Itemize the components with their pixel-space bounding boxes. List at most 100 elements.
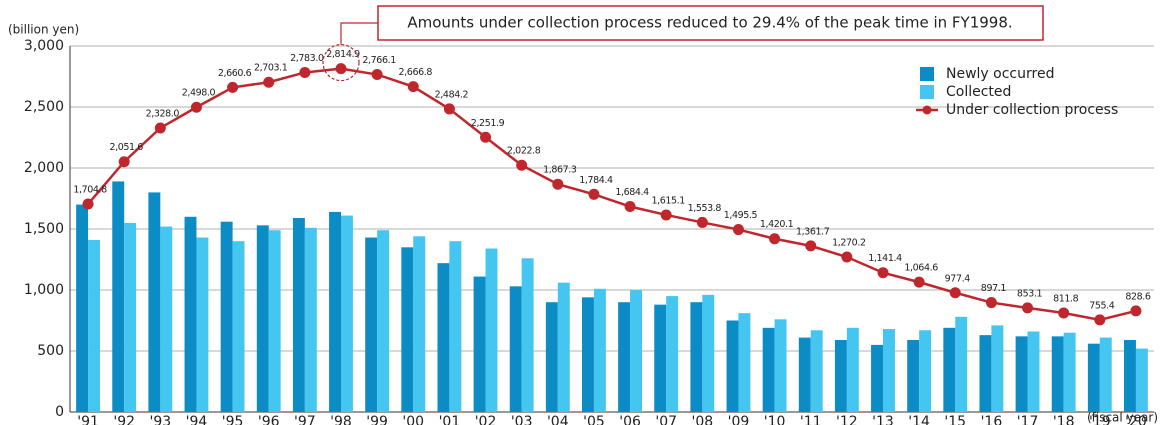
bar [377, 230, 390, 412]
x-tick-label: '18 [1053, 414, 1075, 425]
marker [805, 240, 817, 252]
bar [1099, 337, 1112, 412]
marker [516, 159, 528, 171]
marker [949, 287, 961, 299]
x-tick-label: '14 [908, 414, 930, 425]
data-label: 2,328.0 [146, 108, 180, 119]
marker [552, 178, 564, 190]
x-tick-label: '94 [186, 414, 208, 425]
x-tick-label: '03 [511, 414, 533, 425]
bar [112, 181, 125, 412]
marker [1130, 305, 1142, 317]
bar [304, 227, 317, 412]
bar [148, 192, 161, 412]
bar [557, 282, 570, 412]
x-tick-label: '15 [944, 414, 966, 425]
data-label: 1,553.8 [688, 203, 722, 214]
bar [762, 327, 775, 412]
marker [877, 267, 889, 279]
data-label: 853.1 [1017, 288, 1043, 299]
bar [810, 330, 823, 412]
bar [726, 320, 739, 412]
bar [256, 225, 269, 412]
y-tick-label: 0 [55, 404, 64, 420]
y-axis-label: (billion yen) [8, 23, 79, 37]
bar [846, 327, 859, 412]
leader-line [340, 22, 378, 45]
marker [588, 188, 600, 200]
bar [738, 313, 751, 412]
x-tick-label: '19 [1089, 414, 1111, 425]
bar [509, 286, 522, 412]
y-tick-label: 3,000 [24, 38, 64, 54]
x-tick-label: '02 [475, 414, 497, 425]
data-label: 2,022.8 [507, 146, 541, 157]
data-label: 1,495.5 [724, 210, 758, 221]
data-label: 2,814.9 [326, 49, 360, 60]
bar [88, 239, 100, 412]
marker [841, 251, 853, 263]
data-label: 1,684.4 [615, 187, 649, 198]
bar [268, 230, 281, 412]
data-label: 2,484.2 [435, 89, 469, 100]
data-label: 1,141.4 [868, 253, 902, 264]
data-label: 1,420.1 [760, 219, 794, 230]
marker [660, 209, 672, 221]
x-axis-label: (fiscal year) [1087, 411, 1158, 425]
bar [1087, 343, 1100, 412]
bar [220, 221, 233, 412]
marker [1022, 302, 1034, 314]
x-tick-label: '91 [77, 414, 99, 425]
data-label: 897.1 [981, 283, 1007, 294]
marker [443, 103, 455, 115]
data-label: 977.4 [945, 273, 971, 284]
marker [82, 198, 94, 210]
bar [1124, 340, 1136, 412]
marker [407, 81, 419, 93]
legend-label: Collected [946, 84, 1011, 100]
legend-label: Newly occurred [946, 66, 1054, 82]
bar [449, 241, 462, 412]
bar [341, 215, 353, 412]
x-tick-label: '13 [872, 414, 894, 425]
marker [480, 131, 492, 143]
bar [593, 288, 606, 412]
x-tick-label: '06 [619, 414, 641, 425]
data-label: 2,251.9 [471, 118, 505, 129]
annotation-box [377, 5, 1044, 41]
marker [335, 63, 347, 75]
bar [774, 319, 787, 412]
bar [834, 340, 847, 412]
data-label: 2,703.1 [254, 63, 288, 74]
bar [919, 330, 932, 412]
marker [769, 233, 781, 245]
bar [702, 294, 715, 412]
x-tick-label: '98 [330, 414, 352, 425]
data-label: 2,498.0 [182, 88, 216, 99]
bar [630, 290, 642, 412]
x-tick-label: '09 [728, 414, 750, 425]
legend-marker [922, 105, 932, 115]
x-tick-label: '95 [222, 414, 244, 425]
highlight-circle [322, 43, 360, 82]
legend-swatch [920, 67, 934, 81]
x-tick-label: '17 [1017, 414, 1039, 425]
bar [1015, 336, 1028, 412]
data-label: 828.6 [1125, 291, 1151, 302]
bar [124, 222, 137, 412]
x-tick-label: '01 [439, 414, 461, 425]
bar [690, 302, 703, 412]
bar [1051, 336, 1064, 412]
bar [1135, 348, 1148, 412]
data-label: 1,064.6 [904, 263, 938, 274]
bar [582, 297, 594, 412]
x-tick-label: '96 [258, 414, 280, 425]
y-tick-label: 500 [37, 343, 64, 359]
bar [545, 302, 558, 412]
bar [618, 302, 631, 412]
line [87, 67, 1137, 322]
data-label: 1,784.4 [579, 175, 613, 186]
data-label: 2,051.6 [109, 142, 143, 153]
data-label: 2,660.6 [218, 68, 252, 79]
marker [732, 224, 744, 236]
